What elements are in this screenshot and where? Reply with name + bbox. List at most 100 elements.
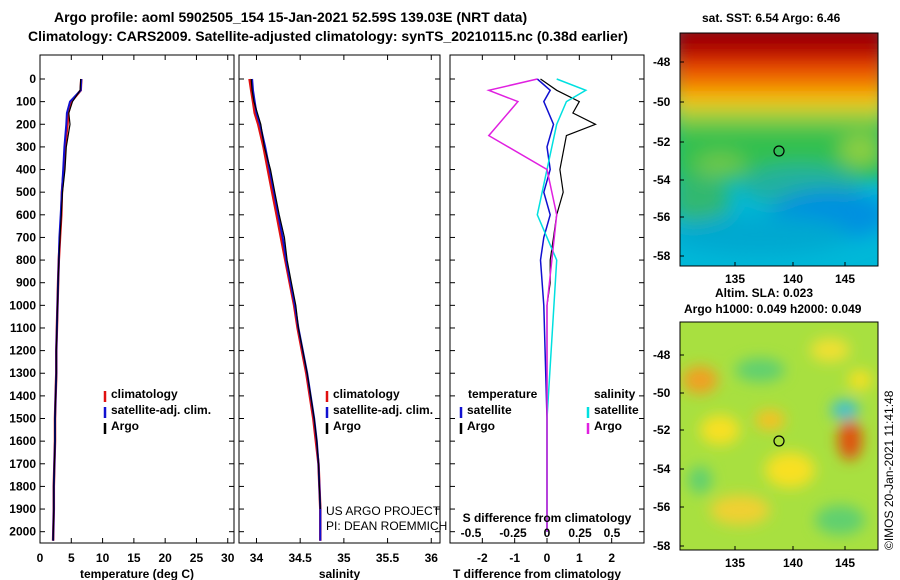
- y-tick-label: 1100: [10, 321, 36, 335]
- y-tick-label: 1300: [9, 366, 36, 380]
- y-tick-label: 1700: [9, 457, 36, 471]
- y-tick-label: 1000: [9, 298, 36, 312]
- x-tick-label: 34: [250, 551, 264, 565]
- sst-map-image: [680, 33, 878, 266]
- legend-label: Argo: [111, 419, 139, 433]
- map-y-tick-label: -48: [653, 55, 671, 69]
- map-y-tick-label: -56: [653, 210, 671, 224]
- map-x-tick-label: 140: [783, 556, 803, 570]
- y-tick-label: 100: [16, 95, 36, 109]
- s-diff-tick-label: -0.5: [461, 526, 482, 540]
- x-tick-label: 10: [96, 551, 110, 565]
- y-tick-label: 0: [29, 72, 36, 86]
- x-tick-label: 20: [158, 551, 172, 565]
- legend-t-item: satellite: [467, 403, 512, 417]
- sla-map-title-line2: Argo h1000: 0.049 h2000: 0.049: [684, 302, 862, 316]
- x-tick-label: 0: [544, 551, 551, 565]
- y-tick-label: 1400: [9, 389, 36, 403]
- legend-label: climatology: [111, 387, 178, 401]
- y-tick-label: 700: [16, 230, 36, 244]
- s-diff-tick-label: 0.25: [568, 526, 592, 540]
- x-axis-label: T difference from climatology: [453, 567, 621, 580]
- imos-credit: ©IMOS 20-Jan-2021 11:41:48: [882, 390, 896, 550]
- map-y-tick-label: -58: [653, 539, 671, 553]
- legend-s-title: salinity: [594, 387, 636, 401]
- map-y-tick-label: -56: [653, 500, 671, 514]
- y-tick-label: 400: [16, 163, 36, 177]
- x-axis-label: salinity: [319, 567, 361, 580]
- map-y-tick-label: -58: [653, 249, 671, 263]
- legend-label: climatology: [333, 387, 400, 401]
- y-tick-label: 1200: [9, 344, 36, 358]
- sla-map-title-line1: Altim. SLA: 0.023: [715, 286, 813, 300]
- s-diff-tick-label: 0: [544, 526, 551, 540]
- x-tick-label: -1: [509, 551, 520, 565]
- x-tick-label: 0: [37, 551, 44, 565]
- map-x-tick-label: 135: [725, 272, 745, 286]
- series-line-argo: [250, 78, 321, 510]
- salinity-panel-frame: [238, 54, 441, 544]
- map-y-tick-label: -52: [653, 135, 671, 149]
- y-tick-label: 500: [16, 185, 36, 199]
- annotation-us-argo: US ARGO PROJECT: [326, 504, 441, 518]
- temperature-panel-frame: [39, 54, 235, 544]
- legend-t-item: Argo: [467, 419, 495, 433]
- y-tick-label: 1900: [9, 502, 36, 516]
- x-tick-label: 35.5: [376, 551, 400, 565]
- y-tick-label: 800: [16, 253, 36, 267]
- s-diff-tick-label: 0.5: [604, 526, 621, 540]
- x-tick-label: 2: [608, 551, 615, 565]
- y-tick-label: 1600: [9, 434, 36, 448]
- x-tick-label: 1: [576, 551, 583, 565]
- sst-map-title: sat. SST: 6.54 Argo: 6.46: [702, 11, 841, 25]
- sla-map: Altim. SLA: 0.023 Argo h1000: 0.049 h200…: [679, 286, 896, 551]
- map-x-tick-label: 145: [835, 272, 855, 286]
- y-tick-label: 1500: [9, 412, 36, 426]
- legend-s-item: satellite: [594, 403, 639, 417]
- map-y-tick-label: -50: [653, 386, 671, 400]
- series-line-climatology: [248, 78, 322, 541]
- legend-t-title: temperature: [468, 387, 538, 401]
- map-x-tick-label: 135: [725, 556, 745, 570]
- series-line-s-satellite: [536, 78, 588, 532]
- x-tick-label: 25: [190, 551, 204, 565]
- map-y-tick-label: -54: [653, 462, 671, 476]
- s-diff-axis-label: S difference from climatology: [463, 511, 632, 525]
- series-line-argo: [52, 78, 82, 541]
- series-line-t-argo: [540, 78, 597, 532]
- annotation-pi: PI: DEAN ROEMMICH: [326, 519, 447, 533]
- map-x-tick-label: 145: [835, 556, 855, 570]
- map-y-tick-label: -52: [653, 423, 671, 437]
- series-line-t-satellite: [536, 78, 555, 532]
- x-axis-label: temperature (deg C): [80, 567, 194, 580]
- y-tick-label: 600: [16, 208, 36, 222]
- sst-map-profile-marker: [773, 145, 785, 157]
- y-tick-label: 2000: [9, 525, 36, 539]
- map-y-tick-label: -48: [653, 348, 671, 362]
- legend-label: satellite-adj. clim.: [333, 403, 433, 417]
- legend-s-item: Argo: [594, 419, 622, 433]
- series-line-s-argo: [486, 78, 558, 532]
- x-tick-label: 30: [221, 551, 235, 565]
- figure-title-line1: Argo profile: aoml 5902505_154 15-Jan-20…: [54, 9, 527, 25]
- sla-map-profile-marker: [773, 435, 785, 447]
- s-diff-tick-label: -0.25: [499, 526, 527, 540]
- map-y-tick-label: -50: [653, 95, 671, 109]
- map-x-tick-label: 140: [783, 272, 803, 286]
- x-tick-label: 15: [127, 551, 141, 565]
- x-tick-label: 36: [425, 551, 439, 565]
- legend-label: satellite-adj. clim.: [111, 403, 211, 417]
- map-y-tick-label: -54: [653, 173, 671, 187]
- y-tick-label: 900: [16, 276, 36, 290]
- y-tick-label: 1800: [9, 479, 36, 493]
- x-tick-label: 5: [68, 551, 75, 565]
- figure-title-line2: Climatology: CARS2009. Satellite-adjuste…: [28, 28, 628, 44]
- y-tick-label: 300: [16, 140, 36, 154]
- x-tick-label: 34.5: [288, 551, 312, 565]
- legend-label: Argo: [333, 419, 361, 433]
- x-tick-label: -2: [477, 551, 488, 565]
- x-tick-label: 35: [337, 551, 351, 565]
- series-line-satellite-adj-clim-: [251, 78, 322, 541]
- sst-map: sat. SST: 6.54 Argo: 6.46: [679, 11, 879, 267]
